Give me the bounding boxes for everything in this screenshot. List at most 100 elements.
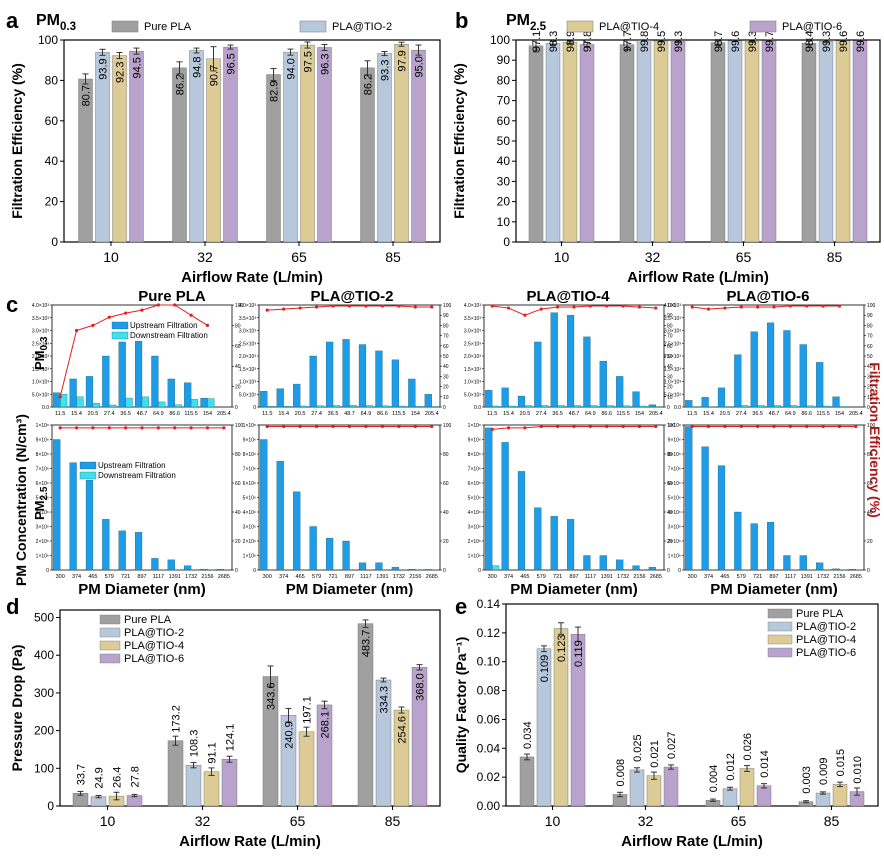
bar — [189, 50, 204, 243]
value-label: 94.0 — [286, 58, 298, 79]
y-tick-label: 500 — [34, 611, 54, 625]
bar — [283, 51, 298, 243]
panel-label-c: c — [6, 292, 18, 317]
value-label: 98.3 — [548, 31, 560, 52]
efficiency-point — [506, 426, 511, 430]
x-tick-label: 374 — [72, 574, 81, 580]
value-label: 99.5 — [656, 31, 668, 52]
efficiency-point — [821, 424, 825, 429]
y-tick-label: 300 — [34, 686, 54, 700]
legend-swatch-e — [767, 621, 793, 632]
downstream-bar — [174, 404, 182, 408]
downstream-bar — [349, 405, 357, 408]
upstream-bar — [583, 336, 591, 408]
x-tick-label: 205.4 — [425, 411, 439, 417]
legend-swatch-e — [767, 634, 793, 645]
efficiency-point — [706, 424, 711, 429]
downstream-bar — [492, 565, 500, 571]
value-label: 86.2 — [175, 74, 187, 95]
x-tick-label: 64.9 — [785, 411, 796, 417]
efficiency-point — [413, 424, 417, 429]
y2-tick-label: 80 — [235, 323, 241, 329]
bar — [185, 764, 202, 807]
title-a: PM0.3 — [36, 12, 76, 33]
value-label: 96.3 — [320, 53, 332, 74]
y2-tick-label: 0 — [235, 405, 238, 411]
efficiency-point — [739, 424, 743, 429]
x-tick-label: 10 — [103, 249, 119, 265]
legend-swatch-downstream — [79, 471, 97, 480]
downstream-bar — [773, 405, 782, 408]
upstream-bar — [134, 341, 143, 408]
downstream-bar — [76, 396, 84, 408]
upstream-bar — [632, 565, 640, 571]
y2-tick-label: 80 — [443, 452, 449, 458]
x-tick-label: 32 — [197, 249, 213, 265]
y-axis-title: Quality Factor (Pa⁻¹) — [453, 637, 469, 774]
bar — [744, 41, 760, 243]
y-tick-label: 4.0×10³ — [32, 303, 49, 309]
bar — [203, 771, 220, 807]
legend-label-d: PLA@TIO-6 — [124, 653, 184, 665]
legend-swatch-d — [99, 640, 121, 651]
x-tick-label: 1117 — [360, 574, 371, 580]
efficiency-point — [821, 304, 825, 308]
y-tick-label: 3.0×10³ — [664, 329, 681, 335]
y-tick-label: 9×10⁶ — [36, 438, 49, 444]
x-tick-label: 27.4 — [536, 411, 547, 417]
x-tick-label: 10 — [100, 813, 116, 829]
value-label: 0.015 — [835, 749, 847, 777]
bar — [670, 41, 686, 243]
bar — [818, 41, 834, 243]
y-tick-label: 70 — [497, 94, 511, 108]
value-label: 99.3 — [821, 31, 833, 52]
x-tick-label: 721 — [328, 574, 337, 580]
value-label: 86.2 — [363, 74, 375, 95]
title-b-sub: 2.5 — [530, 21, 547, 33]
downstream-bar — [398, 405, 406, 408]
y-tick-label: 10 — [497, 215, 511, 229]
y-tick-label: 5.0×10² — [664, 392, 681, 398]
y2-tick-label: 10 — [443, 395, 449, 401]
upstream-bar — [501, 387, 509, 408]
upstream-bar — [325, 537, 334, 571]
upstream-bar — [534, 507, 542, 571]
y-tick-label: 1.5×10³ — [664, 367, 681, 373]
bar — [663, 766, 679, 807]
y2-tick-label: 100 — [867, 423, 876, 429]
legend-swatch — [111, 20, 139, 33]
y-tick-label: 5×10⁶ — [243, 496, 256, 502]
efficiency-point — [124, 311, 128, 315]
efficiency-point — [380, 304, 385, 308]
efficiency-point — [539, 307, 543, 311]
title-b: PM2.5 — [506, 12, 547, 33]
y-tick-label: 1×10⁸ — [243, 423, 256, 429]
x-tick-label: 721 — [553, 574, 562, 580]
efficiency-point — [637, 305, 642, 309]
upstream-bar — [832, 568, 840, 571]
y-tick-label: 400 — [34, 648, 54, 662]
chart-e: 0.00 0.02 0.04 0.06 0.08 0.10 0.12 0.14 10 0.034 0… — [453, 597, 879, 850]
value-label: 0.021 — [649, 740, 661, 768]
legend-swatch-d — [99, 627, 121, 638]
y2-tick-label: 10 — [667, 395, 673, 401]
bar — [727, 40, 743, 243]
x-tick-label: 64.9 — [585, 411, 596, 417]
x-tick-label: 154 — [411, 411, 420, 417]
y2-tick-label: 0 — [443, 568, 446, 574]
x-tick-label: 2156 — [409, 574, 421, 580]
y-tick-label: 7×10⁶ — [36, 467, 49, 473]
legend-a-tio2: PLA@TIO-2 — [299, 20, 392, 33]
legend-label: PLA@TIO-2 — [332, 21, 392, 33]
y-tick-label: 40 — [497, 154, 511, 168]
y-tick-label: 1×10⁶ — [468, 554, 481, 560]
x-tick-label: 579 — [537, 574, 546, 580]
x-tick-label: 15.4 — [703, 411, 714, 417]
y2-tick-label: 100 — [667, 303, 676, 309]
c-subplot: 0 1×10⁶ 2×10⁶ 3×10⁶ 4×10⁶ 5×10⁶ 6×10⁶ 7×10⁶ 8×10… — [468, 423, 676, 580]
bar — [95, 52, 110, 243]
y-tick-label: 4.0×10³ — [239, 303, 256, 309]
value-label: 0.010 — [852, 756, 864, 784]
y-tick-label: 1.0×10³ — [32, 380, 49, 386]
